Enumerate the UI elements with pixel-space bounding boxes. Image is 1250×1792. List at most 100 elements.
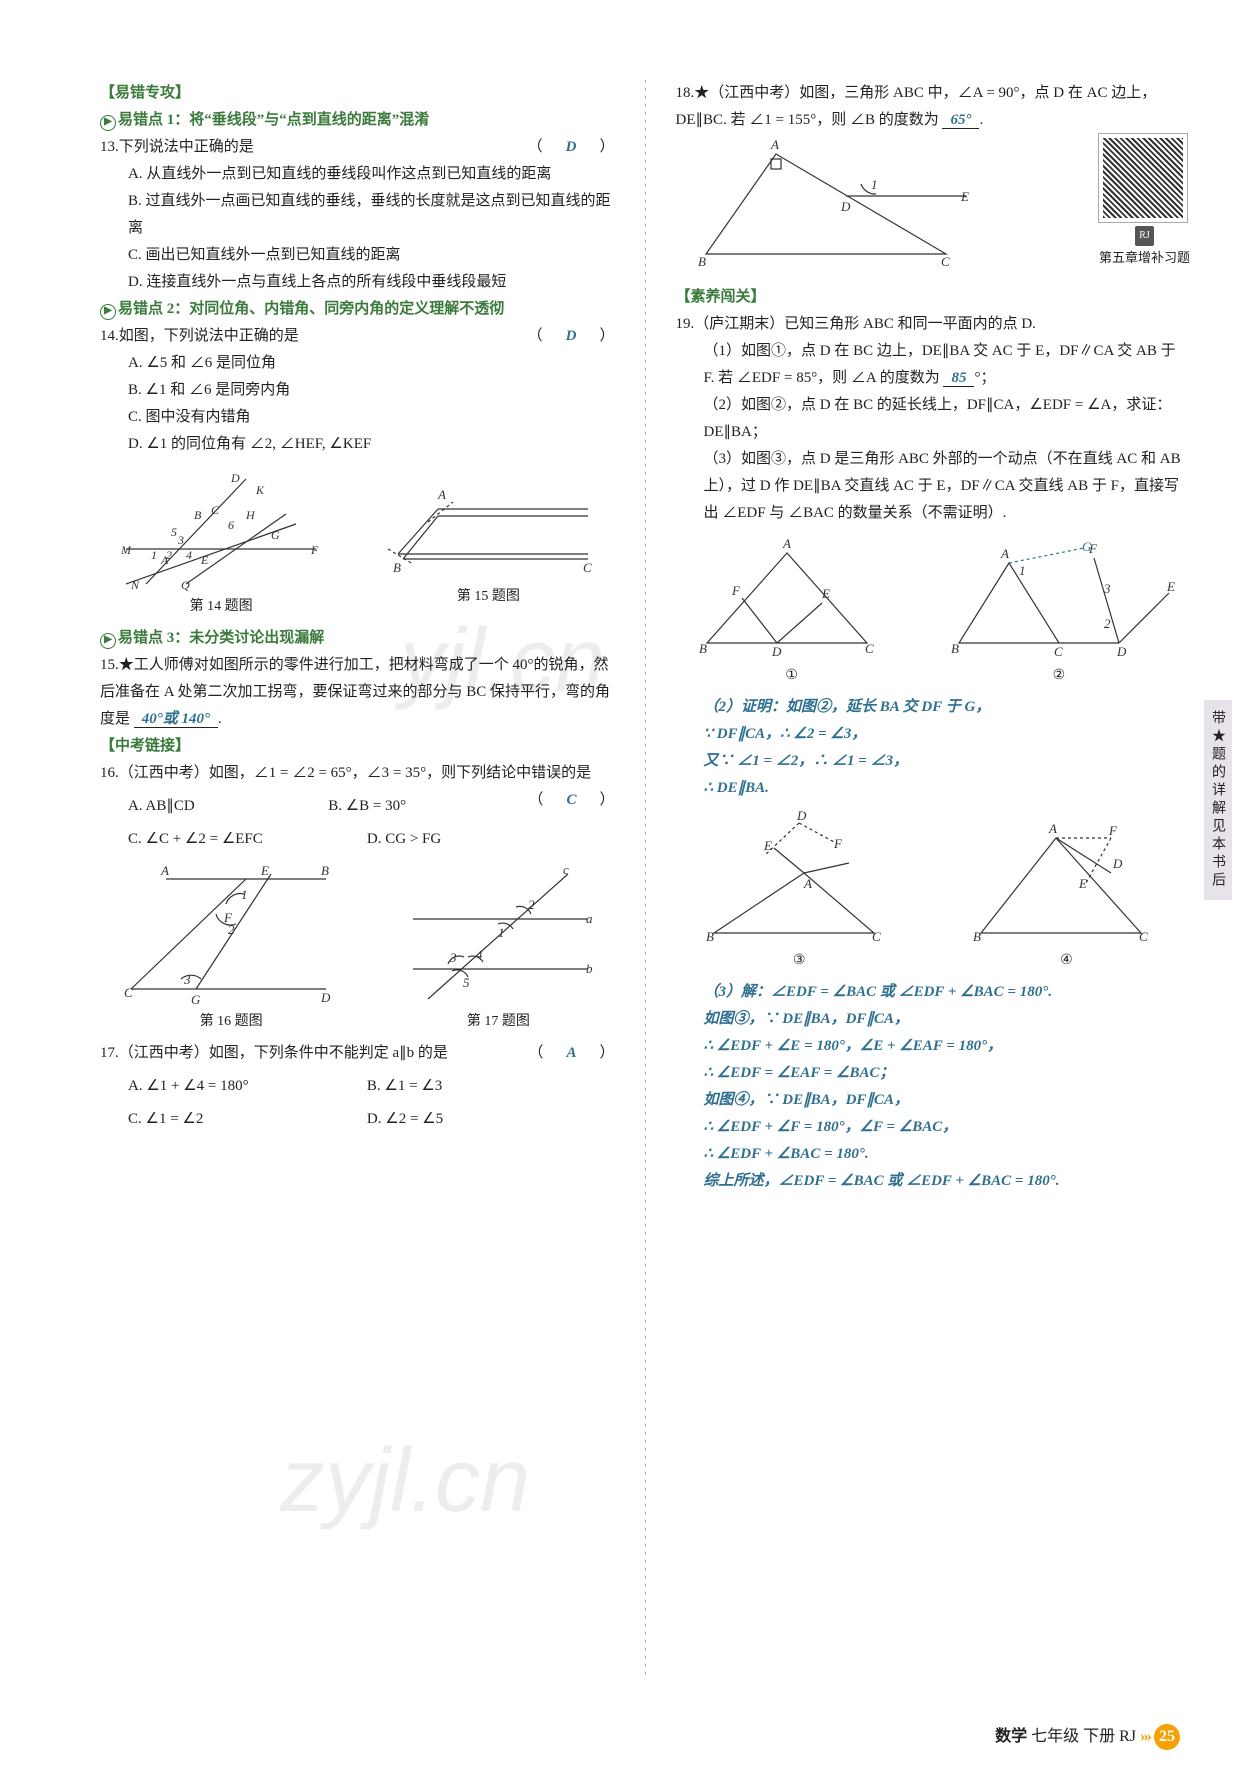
svg-text:F: F xyxy=(833,836,843,851)
q18-period: . xyxy=(979,112,983,128)
svg-text:A: A xyxy=(770,137,779,152)
error-point-2-label: 易错点 2：对同位角、内错角、同旁内角的定义理解不透彻 xyxy=(118,301,504,317)
q18-stem: ★（江西中考）如图，三角形 ABC 中，∠A = 90°，点 D 在 AC 边上… xyxy=(676,85,1157,128)
svg-text:B: B xyxy=(706,929,714,944)
fig-row-1-2: ABC DFE ① xyxy=(676,533,1191,688)
fig-17-svg: c ab 21 435 xyxy=(398,859,598,1009)
svg-text:B: B xyxy=(699,641,707,656)
fig-16-caption: 第 16 题图 xyxy=(116,1009,346,1034)
error-point-3-label: 易错点 3：未分类讨论出现漏解 xyxy=(118,630,324,646)
arrows-icon: ››› xyxy=(1140,1728,1150,1745)
svg-text:E: E xyxy=(763,838,772,853)
fig-17-caption: 第 17 题图 xyxy=(398,1009,598,1034)
q17-options-2: C. ∠1 = ∠2 D. ∠2 = ∠5 xyxy=(100,1106,615,1133)
svg-text:C: C xyxy=(1139,929,1148,944)
fig-4-caption: ④ xyxy=(961,948,1171,973)
svg-text:5: 5 xyxy=(463,975,470,990)
svg-text:2: 2 xyxy=(1104,616,1111,631)
q15-num: 15. xyxy=(100,657,119,673)
q13-opt-c: C. 画出已知直线外一点到已知直线的距离 xyxy=(100,242,615,269)
svg-text:3: 3 xyxy=(177,533,184,547)
svg-text:a: a xyxy=(586,911,593,926)
svg-text:1: 1 xyxy=(871,177,878,192)
paren-l: （ xyxy=(528,328,543,344)
fig-circle-4: AFD EBC ④ xyxy=(961,808,1171,973)
proof3-l2: ∴ ∠EDF + ∠E = 180°，∠E + ∠EAF = 180°， xyxy=(676,1033,1191,1060)
svg-text:A: A xyxy=(160,863,169,878)
svg-text:1: 1 xyxy=(241,887,248,902)
svg-text:B: B xyxy=(393,560,401,575)
q19: 19.（庐江期末）已知三角形 ABC 和同一平面内的点 D. （1）如图①，点 … xyxy=(676,311,1191,527)
q17-answer: A xyxy=(558,1045,584,1061)
svg-text:C: C xyxy=(211,503,220,517)
svg-text:E: E xyxy=(821,586,830,601)
q17-opt-c: C. ∠1 = ∠2 xyxy=(128,1106,347,1133)
svg-text:D: D xyxy=(1112,856,1123,871)
fig-16-svg: AEB F12 CG3D xyxy=(116,859,346,1009)
svg-text:G: G xyxy=(1082,539,1092,554)
svg-text:F: F xyxy=(310,543,319,557)
fig-row-3-4: DEF ABC ③ xyxy=(676,808,1191,973)
svg-text:B: B xyxy=(698,254,706,269)
svg-text:A: A xyxy=(437,487,446,502)
svg-text:E: E xyxy=(1166,579,1175,594)
fig-15: ABC 第 15 题图 xyxy=(378,464,598,619)
section-heading: 【中考链接】 xyxy=(100,733,615,760)
svg-text:E: E xyxy=(200,553,209,567)
q19-p2: （2）如图②，点 D 在 BC 的延长线上，DF∥CA，∠EDF = ∠A，求证… xyxy=(676,392,1191,446)
fig-4-svg: AFD EBC xyxy=(961,808,1171,948)
q17-answer-paren: （ A ） xyxy=(528,1040,614,1067)
footer-grade: 七年级 xyxy=(1031,1728,1079,1745)
proof3-l4: 如图④，∵ DE∥BA，DF∥CA， xyxy=(676,1087,1191,1114)
q16-opt-b: B. ∠B = 30° xyxy=(328,793,508,820)
fig-row-16-17: AEB F12 CG3D 第 16 题图 xyxy=(100,859,615,1034)
proof2-l1: ∵ DF∥CA，∴ ∠2 = ∠3， xyxy=(676,721,1191,748)
q13: 13.下列说法中正确的是 （ D ） A. 从直线外一点到已知直线的垂线段叫作这… xyxy=(100,134,615,296)
play-icon: ▶ xyxy=(100,304,116,320)
q19-p1-text: （1）如图①，点 D 在 BC 边上，DE∥BA 交 AC 于 E，DF∥CA … xyxy=(704,343,1176,386)
q13-answer: D xyxy=(558,139,585,155)
proof2-l2: 又∵ ∠1 = ∠2，∴ ∠1 = ∠3， xyxy=(676,748,1191,775)
svg-text:D: D xyxy=(840,199,851,214)
proof2-l3: ∴ DE∥BA. xyxy=(676,775,1191,802)
svg-text:2: 2 xyxy=(228,922,235,937)
q13-answer-paren: （ D ） xyxy=(528,134,615,161)
svg-text:D: D xyxy=(230,471,240,485)
side-tab: 带★题的详解见本书后 xyxy=(1204,700,1232,900)
q14-opt-c: C. 图中没有内错角 xyxy=(100,404,615,431)
svg-text:1: 1 xyxy=(1019,563,1026,578)
svg-text:D: D xyxy=(771,644,782,659)
q14-answer-paren: （ D ） xyxy=(528,323,615,350)
paren-r: ） xyxy=(599,328,614,344)
footer-edition: RJ xyxy=(1119,1728,1136,1745)
q13-num: 13. xyxy=(100,139,119,155)
proof3-l5: ∴ ∠EDF + ∠F = 180°，∠F = ∠BAC， xyxy=(676,1114,1191,1141)
svg-text:3: 3 xyxy=(183,972,191,987)
paren-l: （ xyxy=(528,139,543,155)
q16-options-2: C. ∠C + ∠2 = ∠EFC D. CG > FG xyxy=(100,826,615,853)
svg-text:2: 2 xyxy=(166,548,172,562)
fig-circle-2: ABC DFE G 132 ② xyxy=(939,533,1179,688)
q16-answer: C xyxy=(558,792,584,808)
section-heading: 【素养闯关】 xyxy=(676,284,1191,311)
q17-opt-b: B. ∠1 = ∠3 xyxy=(367,1073,586,1100)
svg-text:3: 3 xyxy=(1103,581,1111,596)
q14-opt-a: A. ∠5 和 ∠6 是同位角 xyxy=(100,350,615,377)
qr-code-icon xyxy=(1099,134,1187,222)
svg-text:C: C xyxy=(583,560,592,575)
q15: 15.★工人师傅对如图所示的零件进行加工，把材料弯成了一个 40°的锐角，然后准… xyxy=(100,652,615,733)
svg-text:B: B xyxy=(973,929,981,944)
footer-subject: 数学 xyxy=(995,1728,1027,1745)
svg-text:B: B xyxy=(321,863,329,878)
svg-text:3: 3 xyxy=(449,950,457,965)
svg-text:E: E xyxy=(260,863,269,878)
two-column-layout: 【易错专攻】 ▶易错点 1：将“垂线段”与“点到直线的距离”混淆 13.下列说法… xyxy=(100,80,1190,1680)
q16: 16.（江西中考）如图，∠1 = ∠2 = 65°，∠3 = 35°，则下列结论… xyxy=(100,760,615,853)
q14-stem: 如图，下列说法中正确的是 xyxy=(119,328,299,344)
svg-text:E: E xyxy=(960,189,969,204)
svg-text:C: C xyxy=(941,254,950,269)
q17-options: A. ∠1 + ∠4 = 180° B. ∠1 = ∠3 xyxy=(100,1073,615,1100)
paren-l: （ xyxy=(528,1045,543,1061)
fig-3-svg: DEF ABC xyxy=(694,808,904,948)
fig-17: c ab 21 435 第 17 题图 xyxy=(398,859,598,1034)
